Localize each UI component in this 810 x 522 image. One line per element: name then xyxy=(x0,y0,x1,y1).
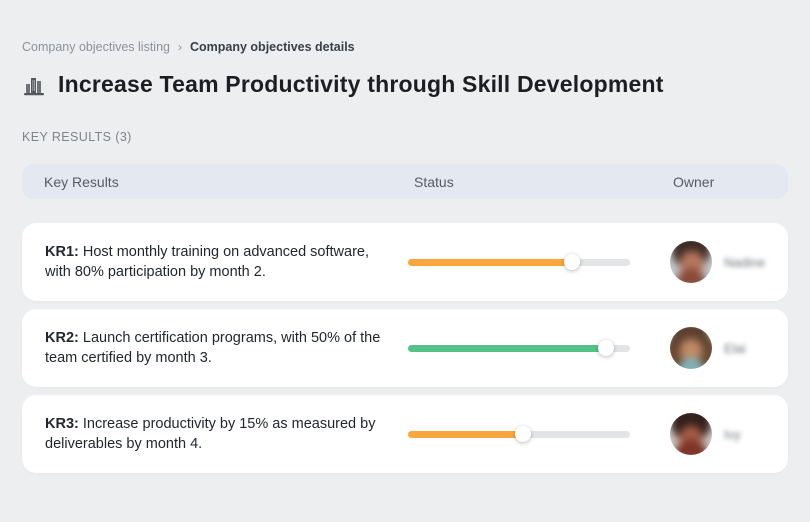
progress-fill xyxy=(408,258,573,266)
owner-cell: Elai xyxy=(650,327,788,369)
breadcrumb-item-details: Company objectives details xyxy=(190,40,355,54)
table-row[interactable]: KR2: Launch certification programs, with… xyxy=(22,309,788,387)
title-row: Increase Team Productivity through Skill… xyxy=(22,71,788,98)
table-header: Key Results Status Owner xyxy=(22,164,788,199)
breadcrumb-item-listing[interactable]: Company objectives listing xyxy=(22,40,170,54)
kr-label: KR1: xyxy=(45,244,79,260)
kr-label: KR3: xyxy=(45,416,79,432)
owner-cell: Ivy xyxy=(650,413,788,455)
owner-name: Ivy xyxy=(724,426,741,442)
owner-name: Elai xyxy=(724,340,746,356)
progress-knob[interactable] xyxy=(597,340,614,356)
progress-knob[interactable] xyxy=(564,254,581,270)
kr-text: Host monthly training on advanced softwa… xyxy=(45,244,370,280)
kr-label: KR2: xyxy=(45,330,79,346)
progress-fill xyxy=(408,430,524,438)
kr-description: KR3: Increase productivity by 15% as mea… xyxy=(22,414,387,454)
status-cell xyxy=(408,340,650,356)
column-header-owner: Owner xyxy=(673,173,715,190)
kr-description: KR2: Launch certification programs, with… xyxy=(22,328,387,368)
progress-slider[interactable] xyxy=(408,254,630,270)
buildings-icon xyxy=(22,72,48,98)
column-header-status: Status xyxy=(414,173,454,190)
avatar xyxy=(670,413,712,455)
owner-name: Nadine xyxy=(724,254,766,270)
status-cell xyxy=(408,426,650,442)
avatar xyxy=(670,327,712,369)
kr-text: Launch certification programs, with 50% … xyxy=(45,330,381,366)
column-header-key-results: Key Results xyxy=(44,173,119,190)
page: Company objectives listing › Company obj… xyxy=(22,0,788,473)
page-title: Increase Team Productivity through Skill… xyxy=(58,71,664,97)
progress-fill xyxy=(408,344,606,352)
table-row[interactable]: KR3: Increase productivity by 15% as mea… xyxy=(22,395,788,473)
progress-knob[interactable] xyxy=(515,426,532,442)
progress-slider[interactable] xyxy=(408,340,630,356)
kr-description: KR1: Host monthly training on advanced s… xyxy=(22,242,387,282)
owner-cell: Nadine xyxy=(650,241,788,283)
avatar xyxy=(670,241,712,283)
table-row[interactable]: KR1: Host monthly training on advanced s… xyxy=(22,223,788,301)
progress-slider[interactable] xyxy=(408,426,630,442)
status-cell xyxy=(408,254,650,270)
key-results-list: KR1: Host monthly training on advanced s… xyxy=(22,223,788,473)
kr-text: Increase productivity by 15% as measured… xyxy=(45,416,376,452)
breadcrumb: Company objectives listing › Company obj… xyxy=(22,0,788,54)
key-results-count-label: KEY RESULTS (3) xyxy=(22,130,132,144)
chevron-right-icon: › xyxy=(178,40,182,54)
